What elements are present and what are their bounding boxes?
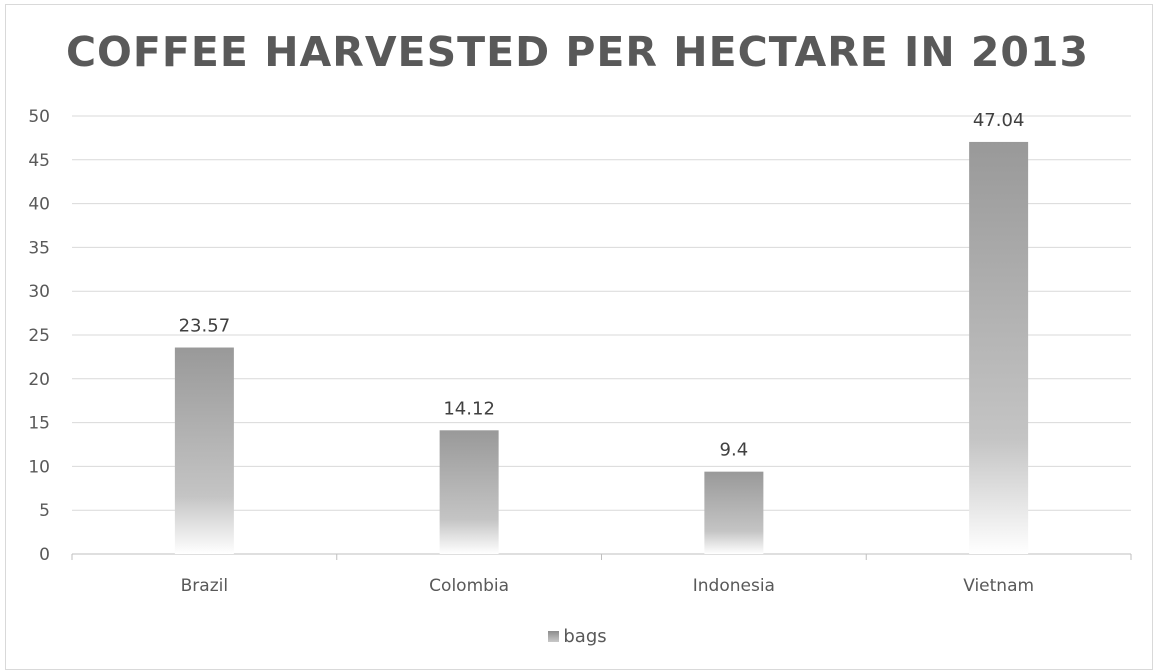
legend-label: bags	[563, 626, 607, 647]
y-tick-label: 40	[28, 195, 50, 215]
x-tick-label: Indonesia	[693, 576, 775, 596]
y-tick-label: 45	[28, 151, 50, 171]
y-tick-label: 25	[28, 326, 50, 346]
y-axis-ticks: 0 5 10 15 20 25 30 35 40 45 50	[28, 107, 50, 565]
y-tick-label: 15	[28, 414, 50, 434]
bars	[174, 141, 1029, 554]
data-label: 14.12	[443, 398, 495, 419]
data-label: 47.04	[973, 110, 1025, 131]
bar	[969, 141, 1029, 554]
y-tick-label: 30	[28, 282, 50, 302]
y-tick-label: 10	[28, 457, 50, 477]
bar	[439, 430, 499, 554]
legend: bags	[0, 626, 1155, 647]
y-tick-label: 35	[28, 238, 50, 258]
data-labels: 23.57 14.12 9.4 47.04	[179, 110, 1025, 461]
y-tick-label: 0	[39, 545, 50, 565]
chart-title: COFFEE HARVESTED PER HECTARE IN 2013	[65, 28, 1090, 76]
y-tick-label: 20	[28, 370, 50, 390]
data-label: 23.57	[179, 316, 231, 337]
x-tick-label: Colombia	[429, 576, 509, 596]
bar	[174, 347, 234, 554]
y-tick-label: 50	[28, 107, 50, 127]
data-label: 9.4	[720, 440, 749, 461]
bar	[704, 471, 764, 554]
gridlines	[71, 115, 1132, 560]
chart-frame	[5, 4, 1153, 670]
x-axis-ticks: Brazil Colombia Indonesia Vietnam	[181, 576, 1034, 596]
x-tick-label: Vietnam	[963, 576, 1034, 596]
legend-swatch	[548, 630, 560, 642]
y-tick-label: 5	[39, 501, 50, 521]
x-tick-label: Brazil	[181, 576, 228, 596]
